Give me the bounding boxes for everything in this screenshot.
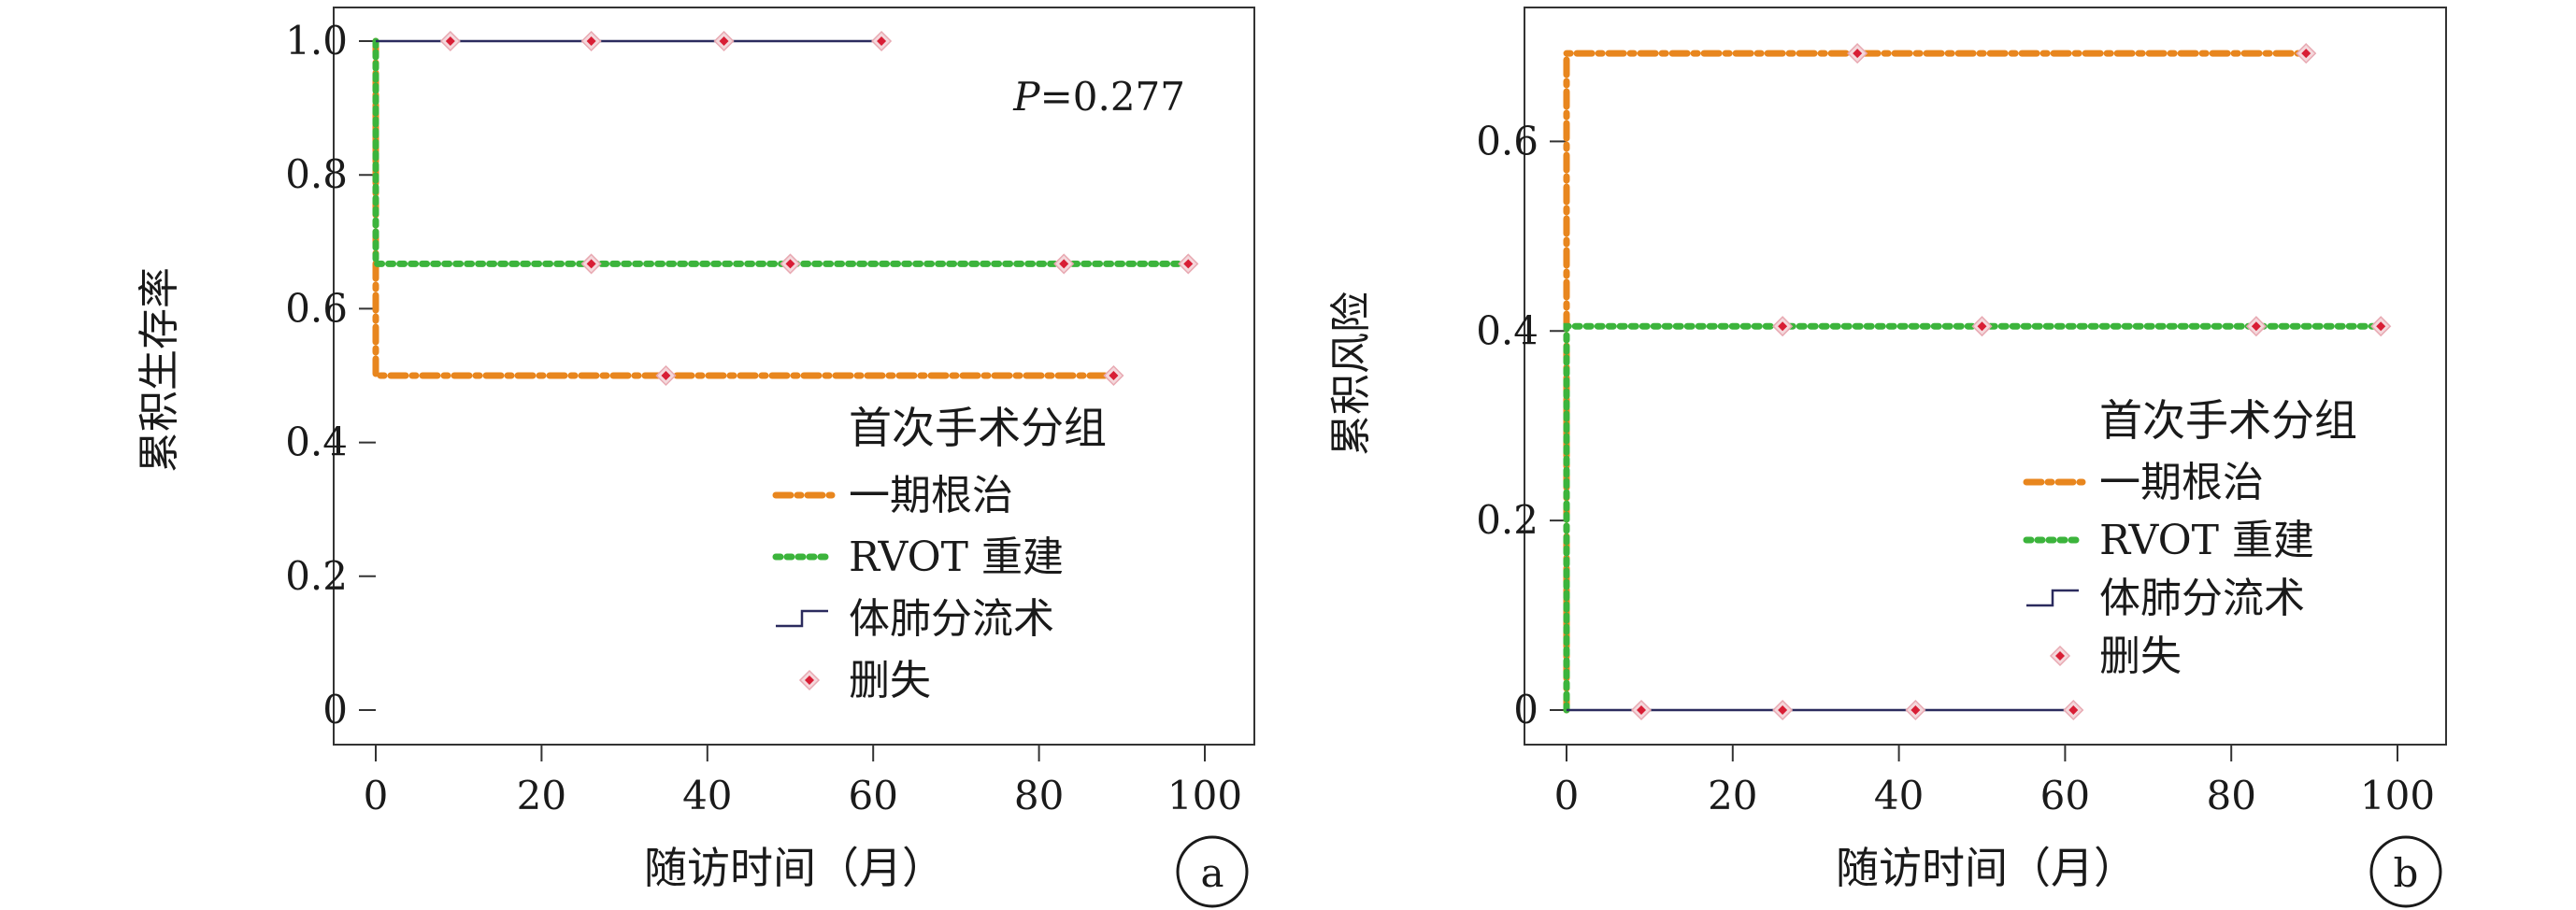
y-axis: 0 0.2 0.4 0.6 0.8 1.0 [285, 18, 376, 732]
censor-marker [439, 30, 461, 52]
x-axis-label: 随访时间（月） [644, 843, 945, 893]
legend-item: 删失 [798, 657, 931, 704]
x-tick-label: 100 [1167, 773, 1242, 818]
panel-a: 0 0.2 0.4 0.6 0.8 1.0 0 20 40 60 80 100 累积生存率 随访时间… [136, 7, 1255, 908]
x-tick-label: 20 [1708, 773, 1757, 818]
censor-marker [2245, 316, 2267, 337]
y-tick-label: 0.8 [285, 151, 348, 197]
legend: 首次手术分组 一期根治 RVOT 重建 体肺分流术 删失 [772, 403, 1107, 704]
legend-label: 删失 [849, 657, 931, 704]
p-value-annotation: P=0.277 [1012, 74, 1185, 120]
y-tick-label: 0.6 [1476, 118, 1538, 164]
censor-marker [2370, 316, 2392, 337]
legend-swatch [2026, 589, 2079, 607]
x-tick-label: 20 [517, 773, 566, 818]
legend-censor-marker [798, 669, 821, 691]
censor-marker [2063, 699, 2084, 721]
x-tick-label: 40 [682, 773, 732, 818]
p-value-text: =0.277 [1040, 74, 1185, 120]
censor-marker [713, 30, 735, 52]
censor-marker [1772, 699, 1794, 721]
legend-line [776, 609, 828, 628]
panel-label-circle [2369, 835, 2442, 908]
legend-item: 一期根治 [2023, 459, 2264, 506]
series-line [372, 37, 1192, 267]
legend-swatch [776, 609, 828, 628]
legend-title: 首次手术分组 [2099, 395, 2357, 446]
x-tick-label: 80 [2206, 773, 2255, 818]
x-tick-label: 0 [1554, 773, 1580, 818]
panel-label: b [2394, 850, 2419, 896]
legend-item: 体肺分流术 [2026, 575, 2305, 622]
censor-marker [580, 253, 602, 275]
plot-frame [1524, 7, 2447, 746]
panel-label-circle [1176, 835, 1249, 908]
censor-marker [780, 253, 801, 275]
y-tick-label: 0.4 [1476, 307, 1538, 353]
legend: 首次手术分组 一期根治 RVOT 重建 体肺分流术 删失 [2023, 395, 2357, 680]
legend-item: 体肺分流术 [776, 595, 1054, 643]
y-axis: 0 0.2 0.4 0.6 [1476, 118, 1567, 732]
legend-item: RVOT 重建 [2023, 517, 2314, 564]
censor-marker [1905, 699, 1926, 721]
p-value-prefix: P [1012, 74, 1040, 120]
x-axis-label: 随访时间（月） [1836, 843, 2137, 893]
censor-marker [580, 30, 602, 52]
legend-label: RVOT 重建 [2099, 517, 2314, 564]
x-axis: 0 20 40 60 80 100 [1554, 745, 2435, 818]
panel-b: 0 0.2 0.4 0.6 0 20 40 60 80 100 累积风险 随访时间（月） 首次手… [1327, 7, 2447, 908]
censor-marker [1847, 43, 1868, 64]
y-tick-label: 0.6 [285, 285, 348, 331]
series-layer [372, 30, 1199, 387]
legend-line [2026, 589, 2079, 607]
y-tick-label: 0.4 [285, 419, 348, 465]
legend-item: 删失 [2049, 633, 2182, 680]
y-tick-label: 0 [322, 687, 348, 732]
legend-censor-marker [2049, 645, 2071, 667]
x-tick-label: 100 [2360, 773, 2435, 818]
censor-marker [1178, 253, 1199, 275]
series-layer [1563, 43, 2392, 721]
x-tick-label: 0 [364, 773, 389, 818]
censor-marker [1772, 316, 1794, 337]
legend-item: 一期根治 [772, 472, 1013, 519]
censor-marker [871, 30, 893, 52]
x-tick-label: 60 [848, 773, 897, 818]
legend-label: 体肺分流术 [849, 595, 1054, 643]
y-tick-label: 0 [1513, 687, 1538, 732]
legend-label: 删失 [2099, 633, 2182, 680]
series-line [372, 37, 1117, 379]
legend-censor-swatch [798, 669, 821, 691]
x-tick-label: 60 [2040, 773, 2090, 818]
x-axis: 0 20 40 60 80 100 [364, 745, 1242, 818]
y-tick-label: 1.0 [285, 18, 348, 64]
legend-label: RVOT 重建 [849, 533, 1064, 581]
x-tick-label: 80 [1014, 773, 1064, 818]
y-axis-label: 累积风险 [1327, 291, 1375, 456]
plot-frame [333, 7, 1255, 746]
y-tick-label: 0.2 [285, 553, 348, 599]
censor-marker [1053, 253, 1075, 275]
legend-item: RVOT 重建 [772, 533, 1064, 581]
panel-label: a [1200, 850, 1224, 896]
censor-marker [1630, 699, 1653, 721]
censor-marker [1971, 316, 1993, 337]
y-axis-label: 累积生存率 [136, 267, 183, 473]
censor-marker [1103, 364, 1124, 387]
censor-marker [2296, 43, 2317, 64]
legend-title: 首次手术分组 [849, 403, 1107, 453]
legend-censor-swatch [2049, 645, 2071, 667]
censor-marker [655, 364, 677, 387]
legend-label: 一期根治 [2099, 459, 2264, 506]
x-tick-label: 40 [1874, 773, 1924, 818]
y-tick-label: 0.2 [1476, 497, 1538, 543]
legend-label: 体肺分流术 [2099, 575, 2305, 622]
series-line [1563, 322, 2384, 714]
legend-label: 一期根治 [849, 472, 1013, 519]
